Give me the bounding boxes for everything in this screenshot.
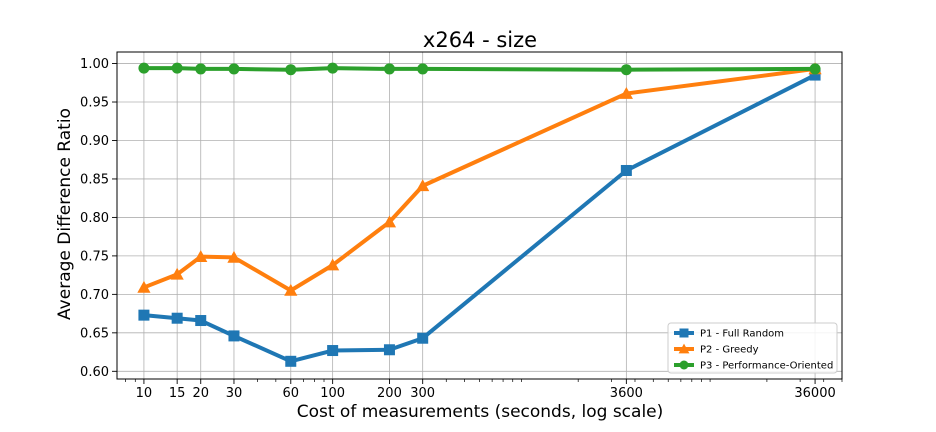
data-point xyxy=(382,215,397,228)
series-3 xyxy=(138,62,821,76)
y-tick-label: 0.60 xyxy=(80,365,109,380)
data-point xyxy=(619,86,633,99)
y-tick-label: 0.65 xyxy=(80,326,109,341)
y-tick-label: 0.95 xyxy=(80,96,109,111)
y-tick-label: 0.80 xyxy=(80,211,109,226)
data-point xyxy=(620,64,632,76)
legend-entry: P1 - Full Random xyxy=(674,328,784,340)
y-tick-label: 0.70 xyxy=(80,288,109,303)
series-line xyxy=(143,66,816,72)
data-point xyxy=(171,312,183,324)
legend-label: P2 - Greedy xyxy=(700,345,759,356)
y-tick-label: 0.90 xyxy=(80,134,109,149)
x-tick-label: 3600 xyxy=(610,386,643,401)
legend: P1 - Full Random P2 - Greedy P3 - Performa… xyxy=(667,322,838,374)
series-group xyxy=(137,62,822,367)
x-axis-title: Cost of measurements (seconds, log scale… xyxy=(297,402,664,422)
axes: 10 15 20 30 60 100 200 300 3600 36000 0.60 0.65 0.70… xyxy=(80,51,843,401)
data-point xyxy=(284,283,298,296)
legend-label: P3 - Performance-Oriented xyxy=(700,361,833,372)
data-point xyxy=(137,280,151,293)
data-point xyxy=(138,309,150,321)
data-point xyxy=(620,164,632,176)
x-tick-label: 10 xyxy=(136,386,153,401)
data-point xyxy=(327,345,339,357)
series-line xyxy=(143,66,816,293)
data-point xyxy=(227,250,241,263)
data-point xyxy=(228,330,240,342)
series-1 xyxy=(138,69,821,367)
x-tick-label: 100 xyxy=(320,386,345,401)
data-point xyxy=(285,64,297,76)
legend-label: P1 - Full Random xyxy=(700,329,784,340)
legend-entry: P2 - Greedy xyxy=(674,343,759,356)
x-tick-label: 20 xyxy=(192,386,209,401)
data-point xyxy=(416,179,430,192)
data-point xyxy=(285,355,297,367)
x-tick-label: 36000 xyxy=(794,386,835,401)
x-tick-label: 300 xyxy=(410,386,435,401)
data-point xyxy=(327,62,339,74)
data-point xyxy=(417,332,429,344)
data-point xyxy=(170,267,184,280)
data-point xyxy=(326,258,340,271)
data-point xyxy=(138,62,150,74)
legend-marker xyxy=(679,328,689,338)
legend-entry: P3 - Performance-Oriented xyxy=(674,360,833,372)
legend-marker xyxy=(678,343,690,354)
x-tick-label: 30 xyxy=(226,386,243,401)
y-tick-label: 0.75 xyxy=(80,249,109,264)
data-point xyxy=(809,69,821,81)
data-point xyxy=(383,63,395,75)
data-point xyxy=(809,63,821,75)
data-point xyxy=(194,250,208,262)
y-axis-title: Average Difference Ratio xyxy=(55,108,75,320)
y-tick-label: 1.00 xyxy=(80,57,109,72)
x-tick-label: 60 xyxy=(283,386,300,401)
series-line xyxy=(143,73,816,364)
data-point xyxy=(195,63,207,75)
data-point xyxy=(228,63,240,75)
data-point xyxy=(171,62,183,74)
data-point xyxy=(195,315,207,327)
x-tick-label: 15 xyxy=(169,386,186,401)
chart-title: x264 - size xyxy=(423,28,537,52)
legend-marker xyxy=(679,360,689,370)
x-tick-label: 200 xyxy=(377,386,402,401)
y-tick-label: 0.85 xyxy=(80,172,109,187)
plot-frame xyxy=(116,51,843,380)
data-point xyxy=(417,63,429,75)
data-point xyxy=(383,344,395,356)
legend-box xyxy=(667,322,838,374)
